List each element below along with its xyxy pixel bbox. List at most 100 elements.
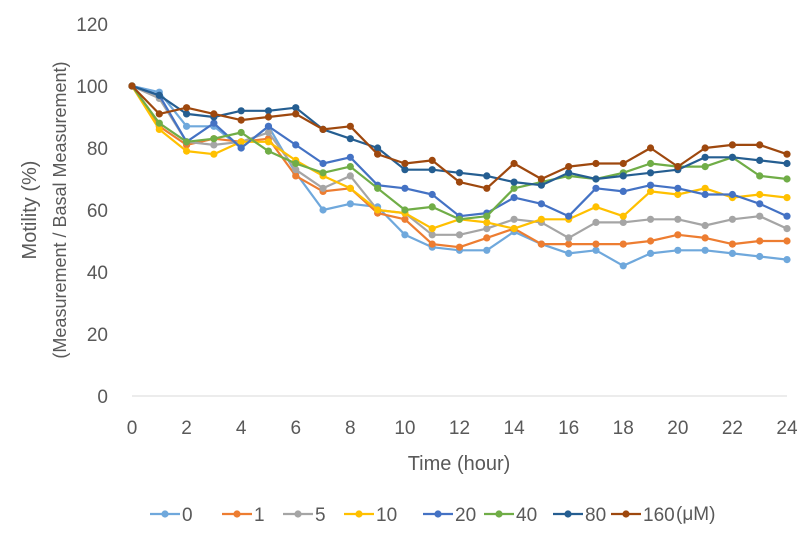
- y-tick-label: 60: [87, 201, 108, 222]
- data-point: [565, 240, 573, 248]
- data-point: [537, 181, 545, 189]
- data-point: [292, 141, 300, 149]
- legend-unit-label: (μM): [676, 504, 715, 525]
- data-point: [210, 150, 218, 158]
- data-point: [619, 187, 627, 195]
- series-160: [128, 82, 791, 192]
- data-point: [401, 166, 409, 174]
- data-point: [592, 240, 600, 248]
- legend-item-40: 40: [484, 505, 537, 526]
- data-point: [510, 178, 518, 186]
- legend-item-0: 0: [150, 505, 193, 526]
- data-point: [264, 138, 273, 146]
- data-point: [646, 181, 655, 189]
- data-point: [346, 184, 354, 192]
- data-point: [455, 243, 464, 251]
- series-layer: [128, 82, 791, 270]
- data-point: [374, 144, 382, 152]
- legend-item-20: 20: [423, 505, 476, 526]
- data-point: [646, 215, 655, 223]
- data-point: [783, 159, 791, 168]
- data-point: [346, 200, 354, 208]
- data-point: [455, 178, 464, 186]
- data-point: [756, 190, 764, 199]
- data-point: [455, 231, 464, 239]
- data-point: [674, 215, 682, 223]
- data-point: [510, 215, 518, 223]
- legend-label: 0: [182, 505, 193, 526]
- data-point: [646, 249, 655, 257]
- x-tick-label: 16: [558, 418, 579, 439]
- data-point: [428, 240, 436, 248]
- data-point: [237, 138, 245, 146]
- legend-item-1: 1: [222, 505, 265, 526]
- x-tick-label: 22: [722, 418, 743, 439]
- data-point: [592, 203, 600, 211]
- legend-item-10: 10: [344, 505, 397, 526]
- data-point: [592, 218, 600, 226]
- data-point: [210, 135, 218, 143]
- data-point: [428, 203, 436, 211]
- data-point: [155, 110, 163, 118]
- data-point: [428, 156, 436, 164]
- data-point: [756, 200, 764, 208]
- x-tick-label: 10: [394, 418, 415, 439]
- data-point: [701, 234, 709, 242]
- data-point: [565, 249, 573, 257]
- data-point: [155, 125, 163, 133]
- x-tick-label: 20: [667, 418, 688, 439]
- data-point: [237, 144, 245, 152]
- series-40: [128, 82, 791, 223]
- data-point: [292, 104, 300, 112]
- legend-label: 80: [585, 505, 606, 526]
- data-point: [292, 110, 300, 118]
- series-line: [131, 84, 788, 218]
- data-point: [674, 184, 682, 192]
- data-point: [646, 169, 655, 177]
- data-point: [264, 107, 273, 115]
- data-point: [701, 144, 709, 152]
- data-point: [619, 218, 627, 226]
- y-axis-tick-labels: 0 20 40 60 80 100 120: [76, 15, 108, 408]
- legend-label: 10: [376, 505, 397, 526]
- data-point: [646, 159, 655, 168]
- data-point: [346, 172, 354, 180]
- data-point: [565, 169, 573, 177]
- legend-swatch-marker: [294, 510, 302, 518]
- y-tick-label: 80: [87, 139, 108, 160]
- data-point: [428, 225, 436, 233]
- legend: 0 1 5 10 20 40 80 160: [150, 505, 675, 526]
- data-point: [264, 128, 273, 137]
- data-point: [483, 234, 491, 242]
- legend-label: 5: [315, 505, 326, 526]
- data-point: [510, 225, 518, 233]
- data-point: [674, 231, 682, 239]
- data-point: [510, 159, 518, 168]
- data-point: [619, 172, 627, 180]
- legend-swatch-marker: [161, 510, 169, 518]
- data-point: [182, 138, 191, 146]
- data-point: [728, 141, 737, 149]
- data-point: [646, 237, 655, 245]
- data-point: [701, 246, 709, 254]
- legend-swatch-marker: [434, 510, 442, 518]
- data-point: [592, 175, 600, 183]
- legend-swatch-marker: [564, 510, 572, 518]
- x-tick-label: 18: [613, 418, 634, 439]
- data-point: [565, 234, 573, 242]
- data-point: [728, 190, 737, 199]
- data-point: [401, 159, 409, 168]
- data-point: [701, 163, 709, 171]
- data-point: [756, 156, 764, 164]
- data-point: [401, 215, 409, 223]
- data-point: [674, 246, 682, 254]
- y-tick-label: 20: [87, 325, 108, 346]
- legend-label: 160: [643, 505, 675, 526]
- x-tick-label: 2: [181, 418, 192, 439]
- data-point: [483, 172, 491, 180]
- data-point: [701, 184, 709, 192]
- data-point: [483, 218, 491, 226]
- x-tick-label: 8: [345, 418, 356, 439]
- data-point: [783, 175, 791, 183]
